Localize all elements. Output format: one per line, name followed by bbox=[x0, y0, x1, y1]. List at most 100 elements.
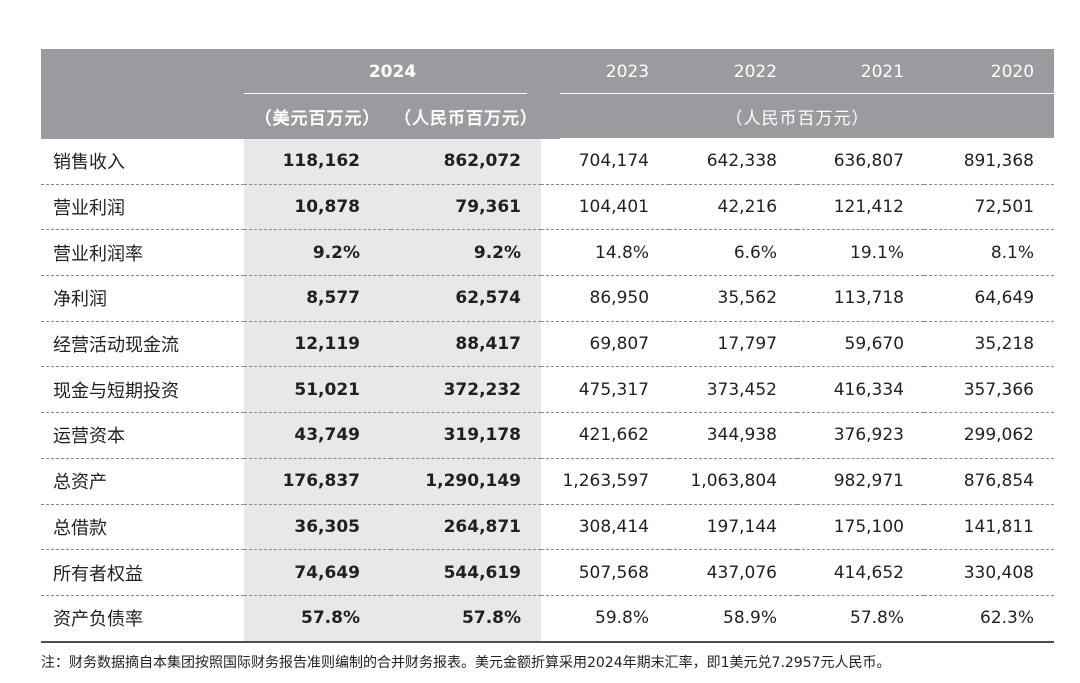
header-year-2022: 2022 bbox=[669, 49, 798, 94]
row-label: 运营资本 bbox=[41, 412, 244, 459]
cell-2023: 704,174 bbox=[541, 139, 670, 185]
cell-2024-usd: 57.8% bbox=[244, 595, 391, 643]
cell-2024-usd: 36,305 bbox=[244, 504, 391, 551]
header-year-2020: 2020 bbox=[924, 49, 1055, 94]
cell-2021: 59,670 bbox=[797, 321, 925, 368]
cell-2024-usd: 51,021 bbox=[244, 366, 391, 414]
cell-2023: 308,414 bbox=[541, 504, 670, 551]
header-unit-cny: （人民币百万元） bbox=[391, 94, 542, 139]
cell-2022: 35,562 bbox=[669, 275, 798, 322]
cell-2024-cny: 862,072 bbox=[391, 139, 542, 185]
table-row: 营业利润 10,878 79,361 104,401 42,216 121,412 72,5… bbox=[41, 184, 1055, 231]
cell-2024-usd: 43,749 bbox=[244, 412, 391, 459]
header-unit-historical-text: （人民币百万元） bbox=[725, 109, 870, 129]
cell-2024-cny: 1,290,149 bbox=[391, 458, 542, 505]
cell-2023: 69,807 bbox=[541, 321, 670, 368]
cell-2020: 8.1% bbox=[924, 229, 1055, 277]
cell-2024-usd: 12,119 bbox=[244, 321, 391, 368]
cell-2024-cny: 79,361 bbox=[391, 184, 542, 231]
cell-2020: 357,366 bbox=[924, 366, 1055, 414]
cell-2021: 57.8% bbox=[797, 595, 925, 643]
cell-2022: 1,063,804 bbox=[669, 458, 798, 505]
table-body: 销售收入 118,162 862,072 704,174 642,338 636,807 8… bbox=[41, 139, 1055, 643]
cell-2023: 86,950 bbox=[541, 275, 670, 322]
cell-2023: 421,662 bbox=[541, 412, 670, 459]
cell-2020: 141,811 bbox=[924, 504, 1055, 551]
cell-2020: 35,218 bbox=[924, 321, 1055, 368]
cell-2020: 891,368 bbox=[924, 139, 1055, 185]
table-row: 运营资本 43,749 319,178 421,662 344,938 376,923 29… bbox=[41, 412, 1055, 459]
row-label: 现金与短期投资 bbox=[41, 366, 244, 414]
cell-2024-cny: 57.8% bbox=[391, 595, 542, 643]
cell-2021: 982,971 bbox=[797, 458, 925, 505]
table-row: 销售收入 118,162 862,072 704,174 642,338 636,807 8… bbox=[41, 139, 1055, 185]
cell-2020: 72,501 bbox=[924, 184, 1055, 231]
cell-2024-usd: 10,878 bbox=[244, 184, 391, 231]
cell-2023: 59.8% bbox=[541, 595, 670, 643]
cell-2022: 6.6% bbox=[669, 229, 798, 277]
cell-2024-cny: 9.2% bbox=[391, 229, 542, 277]
cell-2020: 64,649 bbox=[924, 275, 1055, 322]
cell-2022: 642,338 bbox=[669, 139, 798, 185]
table-row: 营业利润率 9.2% 9.2% 14.8% 6.6% 19.1% 8.1% bbox=[41, 229, 1055, 277]
cell-2021: 19.1% bbox=[797, 229, 925, 277]
table-row: 资产负债率 57.8% 57.8% 59.8% 58.9% 57.8% 62.3% bbox=[41, 595, 1055, 643]
row-label: 经营活动现金流 bbox=[41, 321, 244, 368]
cell-2024-cny: 264,871 bbox=[391, 504, 542, 551]
cell-2024-usd: 118,162 bbox=[244, 139, 391, 185]
header-blank-cell-2 bbox=[41, 94, 244, 139]
cell-2022: 58.9% bbox=[669, 595, 798, 643]
cell-2024-cny: 88,417 bbox=[391, 321, 542, 368]
table-row: 现金与短期投资 51,021 372,232 475,317 373,452 416,33… bbox=[41, 366, 1055, 414]
cell-2024-cny: 319,178 bbox=[391, 412, 542, 459]
cell-2022: 344,938 bbox=[669, 412, 798, 459]
cell-2024-usd: 74,649 bbox=[244, 549, 391, 596]
footnote: 注：财务数据摘自本集团按照国际财务报告准则编制的合并财务报表。美元金额折算采用2… bbox=[41, 655, 891, 671]
cell-2024-usd: 176,837 bbox=[244, 458, 391, 505]
table-row: 经营活动现金流 12,119 88,417 69,807 17,797 59,670 35,… bbox=[41, 321, 1055, 368]
cell-2023: 104,401 bbox=[541, 184, 670, 231]
cell-2021: 121,412 bbox=[797, 184, 925, 231]
cell-2022: 373,452 bbox=[669, 366, 798, 414]
cell-2022: 42,216 bbox=[669, 184, 798, 231]
cell-2022: 197,144 bbox=[669, 504, 798, 551]
header-unit-historical: （人民币百万元） bbox=[541, 94, 1055, 139]
cell-2023: 475,317 bbox=[541, 366, 670, 414]
cell-2021: 113,718 bbox=[797, 275, 925, 322]
row-label: 所有者权益 bbox=[41, 549, 244, 596]
cell-2024-usd: 8,577 bbox=[244, 275, 391, 322]
row-label: 营业利润率 bbox=[41, 229, 244, 277]
cell-2023: 1,263,597 bbox=[541, 458, 670, 505]
table-row: 所有者权益 74,649 544,619 507,568 437,076 414,652 3… bbox=[41, 549, 1055, 596]
cell-2020: 62.3% bbox=[924, 595, 1055, 643]
row-label: 净利润 bbox=[41, 275, 244, 322]
cell-2021: 376,923 bbox=[797, 412, 925, 459]
cell-2023: 507,568 bbox=[541, 549, 670, 596]
table-row: 总借款 36,305 264,871 308,414 197,144 175,100 141… bbox=[41, 504, 1055, 551]
cell-2023: 14.8% bbox=[541, 229, 670, 277]
cell-2021: 416,334 bbox=[797, 366, 925, 414]
cell-2022: 437,076 bbox=[669, 549, 798, 596]
row-label: 总资产 bbox=[41, 458, 244, 505]
header-year-2024: 2024 bbox=[244, 49, 542, 94]
cell-2021: 175,100 bbox=[797, 504, 925, 551]
table-row: 总资产 176,837 1,290,149 1,263,597 1,063,804 982… bbox=[41, 458, 1055, 505]
cell-2021: 414,652 bbox=[797, 549, 925, 596]
header-unit-usd: （美元百万元） bbox=[244, 94, 391, 139]
row-label: 营业利润 bbox=[41, 184, 244, 231]
row-label: 资产负债率 bbox=[41, 595, 244, 643]
cell-2024-cny: 62,574 bbox=[391, 275, 542, 322]
cell-2020: 330,408 bbox=[924, 549, 1055, 596]
header-year-2021: 2021 bbox=[797, 49, 925, 94]
cell-2020: 876,854 bbox=[924, 458, 1055, 505]
cell-2020: 299,062 bbox=[924, 412, 1055, 459]
cell-2024-cny: 544,619 bbox=[391, 549, 542, 596]
row-label: 总借款 bbox=[41, 504, 244, 551]
header-year-2023: 2023 bbox=[541, 49, 670, 94]
cell-2022: 17,797 bbox=[669, 321, 798, 368]
cell-2024-usd: 9.2% bbox=[244, 229, 391, 277]
row-label: 销售收入 bbox=[41, 139, 244, 185]
cell-2024-cny: 372,232 bbox=[391, 366, 542, 414]
cell-2021: 636,807 bbox=[797, 139, 925, 185]
table-header: 2024 2023 2022 2021 2020 （美元百万元） （人民币百万元… bbox=[41, 49, 1055, 139]
